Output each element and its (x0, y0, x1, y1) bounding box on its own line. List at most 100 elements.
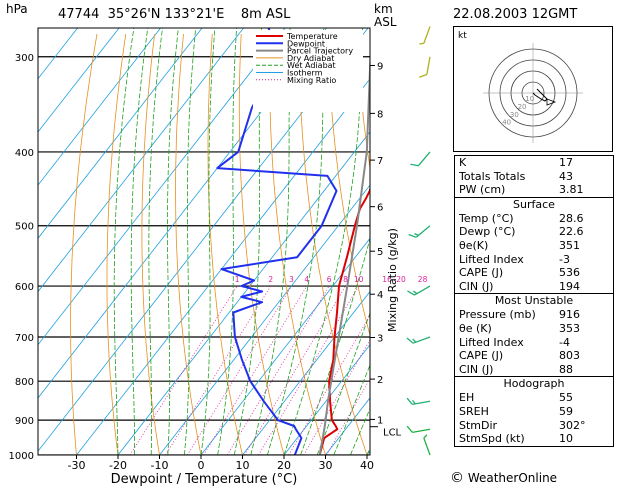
mixing-ratio-label: 6 (327, 275, 332, 284)
wind-barb (406, 425, 431, 433)
temp-tick-label: -10 (151, 459, 169, 472)
mixing-ratio-label: 20 (396, 275, 406, 284)
km-tick-label: 1 (377, 415, 383, 426)
km-ticks: 1 2 3 4 5 6 7 8 9 LCL (370, 61, 402, 439)
wind-barb (410, 151, 431, 167)
stats-key: Pressure (mb) (459, 308, 536, 322)
dry-adiabat (356, 33, 370, 171)
lcl-label: LCL (383, 428, 402, 439)
km-tick-label: 2 (377, 375, 383, 386)
stats-value: 3.81 (559, 183, 584, 197)
stats-key: CIN (J) (459, 362, 494, 376)
legend-label: Wet Adiabat (287, 61, 336, 70)
wet-adiabat (167, 28, 179, 455)
stats-key: K (459, 156, 467, 169)
hodo-ring-label: 40 (502, 119, 511, 127)
wind-barb-flag (410, 163, 419, 167)
hodo-ring-label: 30 (510, 111, 519, 119)
isotherm (242, 290, 370, 455)
stats-row: Dewp (°C) 22.6 (455, 225, 613, 239)
stats-value: 916 (559, 308, 580, 322)
wind-barb-staff (412, 400, 431, 406)
hodo-ring-label: 20 (518, 103, 527, 111)
isotherm (200, 237, 370, 455)
mixing-ratio-line (187, 285, 292, 455)
wet-adiabat (316, 311, 370, 455)
mixing-ratio-line (165, 285, 272, 455)
x-axis-label: Dewpoint / Temperature (°C) (111, 472, 298, 486)
wind-barb-flag (419, 73, 428, 78)
stats-row: Totals Totals 43 (455, 170, 613, 184)
isotherm (38, 28, 78, 80)
stats-key: θe (K) (459, 321, 492, 335)
stats-row: K 17 (455, 156, 613, 170)
mixing-ratio-label: 2 (268, 275, 273, 284)
surface-title: Surface (513, 197, 555, 211)
stats-key: Temp (°C) (459, 211, 514, 225)
wind-barb (419, 56, 431, 78)
stats-key: CIN (J) (459, 279, 494, 293)
temp-tick-label: 0 (198, 459, 205, 472)
wet-adiabat (250, 28, 291, 455)
stats-key: θe(K) (459, 238, 489, 252)
legend-label: Parcel Trajectory (287, 47, 353, 56)
temp-tick-label: -20 (109, 459, 127, 472)
footer-brand: © WeatherOnline (450, 470, 557, 486)
stats-key: SREH (459, 404, 489, 418)
pressure-tick-label: 800 (15, 377, 34, 388)
stats-key: Dewp (°C) (459, 225, 516, 239)
mixing-ratio-label: 28 (418, 275, 428, 284)
mixing-ratio-label: 3 (289, 275, 294, 284)
legend-label: Temperature (286, 32, 338, 41)
stats-row: Pressure (mb) 916 (455, 308, 613, 322)
stats-row: CAPE (J) 536 (455, 266, 613, 280)
stats-row: StmSpd (kt) 10 (455, 432, 613, 446)
series-parcel-trajectory (318, 56, 370, 455)
hodo-ring-label: 10 (525, 95, 534, 103)
wet-adiabat (200, 28, 216, 455)
stats-row: CAPE (J) 803 (455, 349, 613, 363)
mixing-ratio-label: 1 (235, 275, 240, 284)
series-dewpoint (216, 28, 338, 455)
unstable-title: Most Unstable (494, 294, 574, 308)
stats-key: Lifted Index (459, 335, 524, 349)
stats-hodo: EH 55 SREH 59 StmDir 302° StmSpd (kt) 10 (455, 391, 613, 445)
legend-label: Dry Adiabat (287, 54, 334, 63)
stats-value: -4 (559, 335, 570, 349)
plot-frame (37, 27, 371, 456)
km-tick-label: 3 (377, 334, 383, 345)
pressure-tick-label: 400 (15, 148, 34, 159)
isotherm (38, 28, 286, 346)
isotherm (283, 344, 370, 455)
temp-tick-label: 40 (360, 459, 374, 472)
mixing-ratio-labels: 1 2 3 4 6 8 10 16 20 28 (235, 275, 428, 284)
dry-adiabat (616, 34, 629, 455)
stats-key: StmSpd (kt) (459, 432, 525, 446)
km-tick-label: 4 (377, 290, 383, 301)
stats-row: Temp (°C) 28.6 (455, 212, 613, 226)
stats-table: K 17 Totals Totals 43 PW (cm) 3.81 Surface Te… (454, 155, 614, 447)
series-temperature (318, 186, 370, 455)
wind-barb-half (412, 290, 418, 295)
stats-value: 88 (559, 362, 573, 376)
pressure-tick-label: 600 (15, 282, 34, 293)
station-asl: ASL (265, 7, 291, 22)
wind-barb-half (423, 434, 428, 439)
km-tick-label: 9 (377, 61, 383, 72)
mixing-ratio-label: 4 (304, 275, 309, 284)
stats-key: CAPE (J) (459, 266, 504, 280)
temp-tick-label: -30 (68, 459, 86, 472)
isotherm (38, 28, 161, 186)
wind-barb-flag (407, 290, 415, 296)
stats-key: EH (459, 391, 475, 405)
mixing-ratio-line (226, 285, 330, 455)
dry-adiabat (141, 33, 160, 455)
station-lat: 35°26'N (107, 7, 161, 22)
legend-label: Isotherm (287, 69, 323, 78)
hodo-title: Hodograph (503, 377, 565, 391)
isotherm (38, 28, 244, 293)
stats-top: K 17 Totals Totals 43 PW (cm) 3.81 (455, 156, 613, 197)
stats-value: 536 (559, 266, 580, 280)
mixing-ratio-line (203, 285, 308, 455)
